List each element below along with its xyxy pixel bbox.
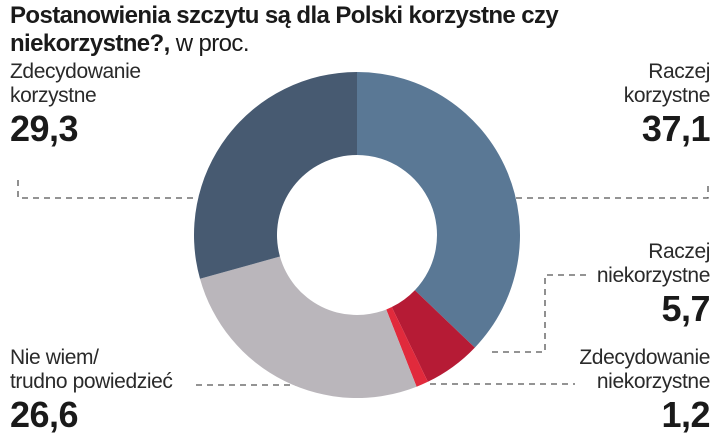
donut-segment (386, 307, 428, 387)
category-label: Zdecydowanie niekorzystne (579, 346, 710, 393)
category-label: Raczej niekorzystne (596, 240, 710, 287)
leader-line (516, 182, 709, 199)
title-block: Postanowienia szczytu są dla Polski korz… (10, 2, 610, 58)
donut-segment (199, 256, 417, 399)
category-label: Zdecydowanie korzystne (10, 60, 141, 107)
value-label: 26,6 (10, 394, 79, 434)
value-label: 29,3 (10, 108, 79, 149)
value-label: 5,7 (661, 288, 710, 329)
donut-segment (194, 72, 357, 279)
value-label: 1,2 (661, 394, 710, 434)
leader-line (17, 180, 196, 199)
value-label: 37,1 (641, 108, 711, 149)
category-label: Nie wiem/ trudno powiedzieć (10, 346, 173, 393)
donut-segment (391, 290, 475, 382)
chart-title: Postanowienia szczytu są dla Polski korz… (10, 2, 559, 57)
category-label: Raczej korzystne (623, 60, 711, 107)
donut-segment (357, 72, 521, 348)
leader-line (488, 274, 586, 353)
chart-subtitle: w proc. (175, 30, 250, 57)
